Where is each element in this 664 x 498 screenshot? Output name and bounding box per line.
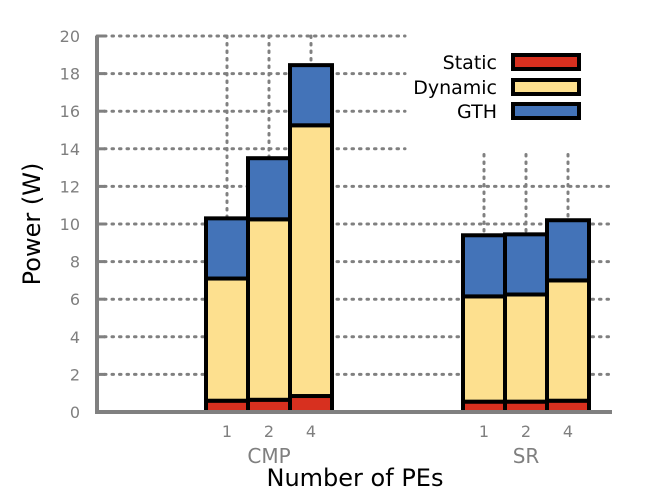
y-tick-label: 4 xyxy=(70,328,80,347)
bar-segment-dynamic xyxy=(288,123,334,399)
y-axis-label: Power (W) xyxy=(18,163,46,286)
x-tick-label: 1 xyxy=(222,422,232,441)
x-tick-label: 4 xyxy=(563,422,573,441)
bar-segment-static xyxy=(288,394,334,414)
bar-segment-dynamic xyxy=(503,292,549,404)
x-axis-label: Number of PEs xyxy=(267,464,444,492)
bar-segment-dynamic xyxy=(204,276,250,403)
y-tick-label: 8 xyxy=(70,253,80,272)
bar-segment-dynamic xyxy=(246,217,292,402)
x-tick-label: 2 xyxy=(521,422,531,441)
group-label: SR xyxy=(513,444,540,468)
y-tick-label: 2 xyxy=(70,365,80,384)
y-tick-label: 16 xyxy=(60,102,80,121)
x-tick-label: 2 xyxy=(264,422,274,441)
x-tick-label: 1 xyxy=(479,422,489,441)
bar-segment-dynamic xyxy=(461,294,507,404)
group-label: CMP xyxy=(247,444,290,468)
bar-segment-gth xyxy=(545,218,591,283)
legend-swatch xyxy=(511,78,581,96)
x-tick-label: 4 xyxy=(306,422,316,441)
legend-label: GTH xyxy=(457,101,497,123)
bar-segment-dynamic xyxy=(545,278,591,403)
y-tick-label: 14 xyxy=(60,140,80,159)
bar-segment-gth xyxy=(461,233,507,299)
x-tick-labels: 1 2 4 CMP 1 2 4 SR xyxy=(222,422,573,468)
y-tick-label: 0 xyxy=(70,403,80,422)
y-tick-label: 20 xyxy=(60,27,80,46)
bar-segment-gth xyxy=(288,63,334,128)
legend-label: Static xyxy=(443,52,497,74)
bar-segment-gth xyxy=(204,216,250,281)
legend-swatch xyxy=(511,102,581,120)
y-tick-label: 18 xyxy=(60,65,80,84)
bar-segment-gth xyxy=(246,156,292,222)
y-tick-labels: 0 2 4 6 8 10 12 14 16 18 20 xyxy=(60,27,80,422)
bar-segment-gth xyxy=(503,232,549,297)
y-tick-label: 6 xyxy=(70,290,80,309)
y-tick-label: 12 xyxy=(60,177,80,196)
y-tick-label: 10 xyxy=(60,215,80,234)
axes xyxy=(95,34,612,414)
legend-label: Dynamic xyxy=(413,77,497,99)
legend-swatch xyxy=(511,53,581,71)
